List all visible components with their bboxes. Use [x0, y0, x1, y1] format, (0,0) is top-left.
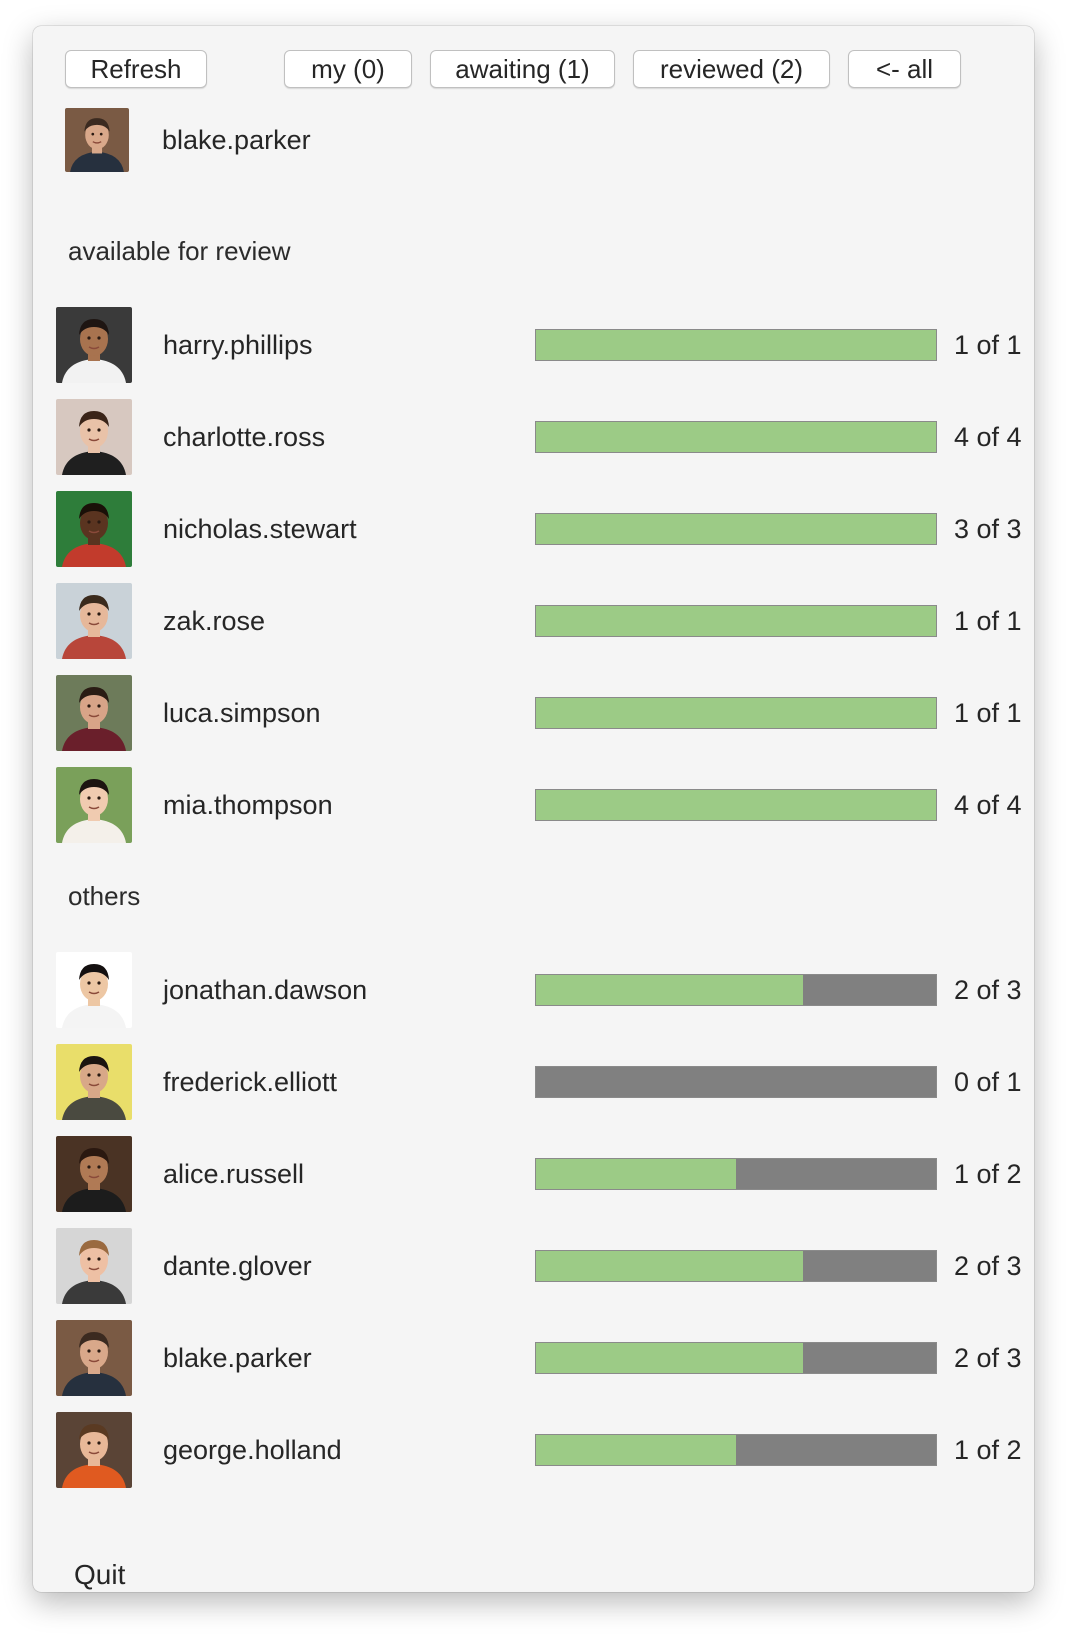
- user-name: dante.glover: [163, 1250, 312, 1281]
- quit-button[interactable]: Quit: [74, 1559, 126, 1590]
- avatar: [56, 767, 132, 843]
- my-filter-button[interactable]: my (0): [284, 50, 412, 88]
- user-name: jonathan.dawson: [163, 974, 368, 1005]
- list-item[interactable]: alice.russell 1 of 2: [56, 1136, 1022, 1212]
- user-name: harry.phillips: [163, 329, 313, 360]
- avatar: [56, 1320, 132, 1396]
- avatar: [56, 1228, 132, 1304]
- list-item[interactable]: jonathan.dawson 2 of 3: [56, 952, 1022, 1028]
- review-progress-bar: [535, 1342, 937, 1374]
- review-progress-fill: [536, 1251, 803, 1281]
- list-item[interactable]: blake.parker 2 of 3: [56, 1320, 1022, 1396]
- list-item[interactable]: luca.simpson 1 of 1: [56, 675, 1022, 751]
- reviewed-filter-button[interactable]: reviewed (2): [633, 50, 830, 88]
- list-item[interactable]: charlotte.ross 4 of 4: [56, 399, 1022, 475]
- list-item[interactable]: harry.phillips 1 of 1: [56, 307, 1022, 383]
- avatar: [56, 1136, 132, 1212]
- review-progress-bar: [535, 513, 937, 545]
- user-name: zak.rose: [163, 605, 266, 636]
- list-item[interactable]: frederick.elliott 0 of 1: [56, 1044, 1022, 1120]
- review-count: 2 of 3: [954, 974, 1022, 1005]
- review-progress-bar: [535, 697, 937, 729]
- review-count: 4 of 4: [954, 789, 1022, 820]
- current-user: blake.parker: [65, 108, 311, 172]
- avatar: [65, 108, 129, 172]
- review-progress-bar: [535, 329, 937, 361]
- review-progress-fill: [536, 790, 936, 820]
- review-count: 1 of 1: [954, 605, 1022, 636]
- user-name: charlotte.ross: [163, 421, 326, 452]
- avatar: [56, 952, 132, 1028]
- review-count: 1 of 2: [954, 1158, 1022, 1189]
- review-count: 0 of 1: [954, 1066, 1022, 1097]
- list-item[interactable]: nicholas.stewart 3 of 3: [56, 491, 1022, 567]
- others-section-title: others: [68, 881, 141, 911]
- review-count: 2 of 3: [954, 1250, 1022, 1281]
- list-item[interactable]: zak.rose 1 of 1: [56, 583, 1022, 659]
- review-progress-bar: [535, 421, 937, 453]
- current-user-name: blake.parker: [162, 124, 311, 155]
- refresh-button[interactable]: Refresh: [65, 50, 207, 88]
- all-filter-button[interactable]: <- all: [848, 50, 961, 88]
- list-item[interactable]: mia.thompson 4 of 4: [56, 767, 1022, 843]
- avatar: [56, 583, 132, 659]
- user-name: mia.thompson: [163, 789, 333, 820]
- review-progress-fill: [536, 698, 936, 728]
- avatar: [56, 307, 132, 383]
- review-count: 3 of 3: [954, 513, 1022, 544]
- review-count: 1 of 2: [954, 1434, 1022, 1465]
- review-progress-fill: [536, 606, 936, 636]
- review-progress-bar: [535, 1434, 937, 1466]
- app-window: Refresh my (0) awaiting (1) reviewed (2)…: [33, 26, 1034, 1592]
- user-name: george.holland: [163, 1434, 342, 1465]
- review-progress-fill: [536, 975, 803, 1005]
- review-progress-fill: [536, 422, 936, 452]
- review-progress-bar: [535, 974, 937, 1006]
- user-name: alice.russell: [163, 1158, 305, 1189]
- review-count: 1 of 1: [954, 329, 1022, 360]
- review-progress-bar: [535, 1158, 937, 1190]
- review-progress-bar: [535, 1250, 937, 1282]
- review-progress-fill: [536, 1343, 803, 1373]
- review-count: 4 of 4: [954, 421, 1022, 452]
- avatar: [56, 675, 132, 751]
- review-progress-fill: [536, 330, 936, 360]
- user-name: nicholas.stewart: [163, 513, 357, 544]
- avatar: [56, 1412, 132, 1488]
- review-count: 1 of 1: [954, 697, 1022, 728]
- avatar: [56, 399, 132, 475]
- review-progress-fill: [536, 1435, 736, 1465]
- user-name: frederick.elliott: [163, 1066, 338, 1097]
- avatar: [56, 1044, 132, 1120]
- list-item[interactable]: dante.glover 2 of 3: [56, 1228, 1022, 1304]
- review-progress-bar: [535, 605, 937, 637]
- review-progress-fill: [536, 1159, 736, 1189]
- list-item[interactable]: george.holland 1 of 2: [56, 1412, 1022, 1488]
- awaiting-filter-button[interactable]: awaiting (1): [430, 50, 615, 88]
- user-name: blake.parker: [163, 1342, 312, 1373]
- available-section-title: available for review: [68, 236, 291, 266]
- user-name: luca.simpson: [163, 697, 321, 728]
- review-progress-bar: [535, 789, 937, 821]
- review-count: 2 of 3: [954, 1342, 1022, 1373]
- review-progress-bar: [535, 1066, 937, 1098]
- review-progress-fill: [536, 514, 936, 544]
- avatar: [56, 491, 132, 567]
